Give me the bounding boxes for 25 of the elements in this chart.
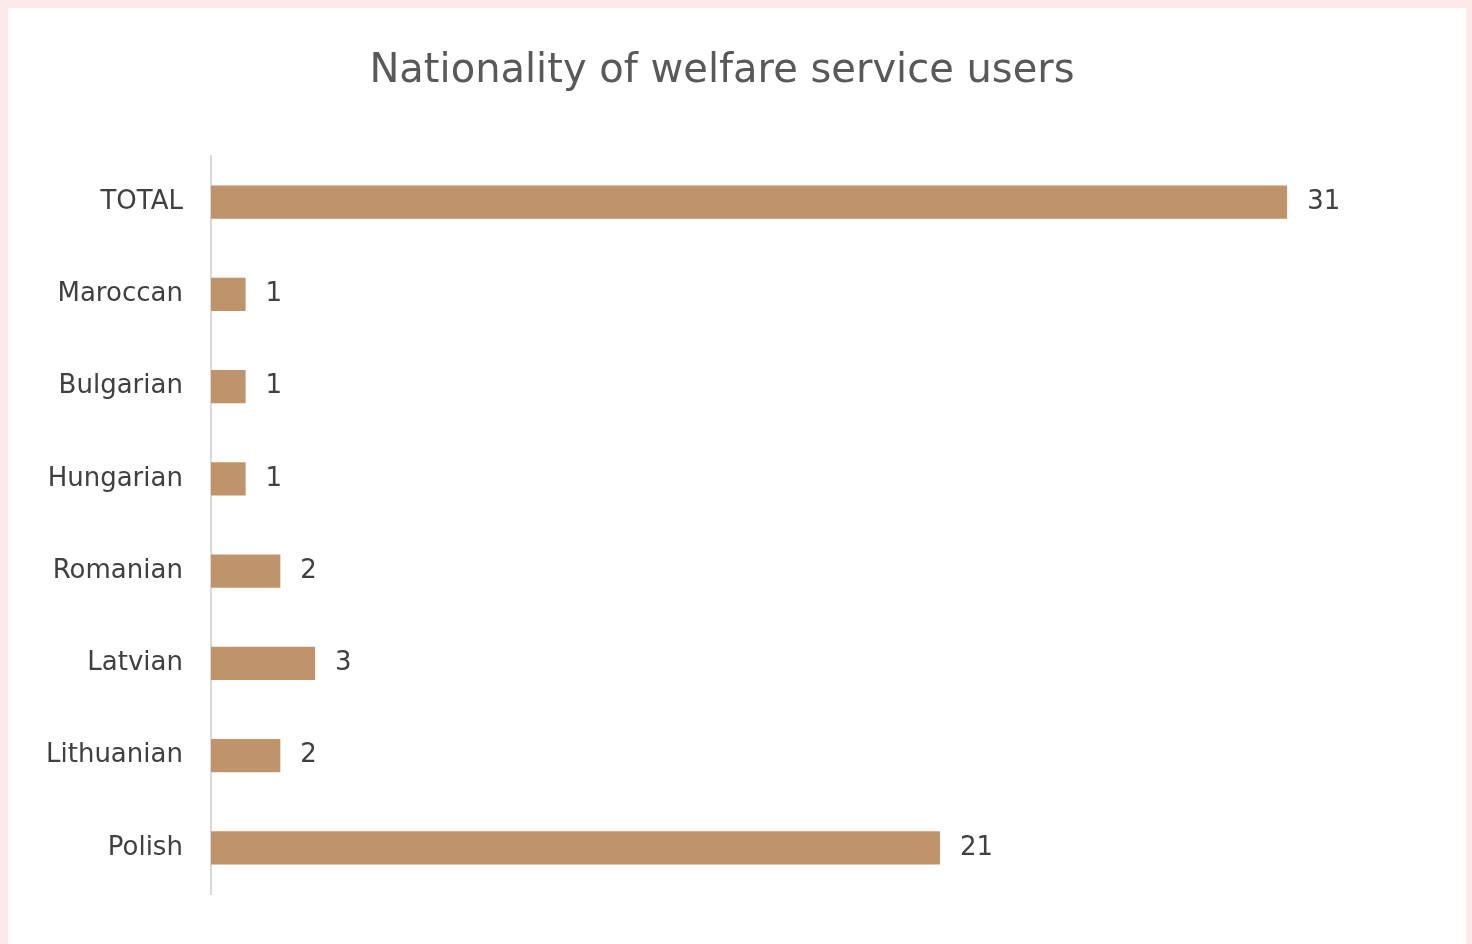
bar xyxy=(210,646,316,680)
bar xyxy=(210,185,1288,219)
y-tick-label: Polish xyxy=(107,830,183,861)
data-label: 1 xyxy=(265,461,283,492)
data-label: 21 xyxy=(959,830,994,861)
y-tick-label: Hungarian xyxy=(47,461,183,492)
bar xyxy=(210,739,281,773)
y-tick-label: Latvian xyxy=(87,646,183,677)
chart-title: Nationality of welfare service users xyxy=(369,45,1075,92)
data-label: 3 xyxy=(335,646,352,677)
y-tick-label: Romanian xyxy=(52,553,183,584)
y-tick-label: TOTAL xyxy=(99,184,184,215)
bar xyxy=(210,554,281,588)
bar xyxy=(210,831,940,865)
y-tick-label: Lithuanian xyxy=(46,738,183,769)
data-label: 1 xyxy=(265,369,283,400)
data-label: 2 xyxy=(300,553,317,584)
y-tick-label: Bulgarian xyxy=(58,369,183,400)
bar xyxy=(210,370,246,404)
bar xyxy=(210,277,246,311)
data-label: 1 xyxy=(265,277,283,308)
bar xyxy=(210,462,246,496)
y-tick-label: Maroccan xyxy=(57,277,183,308)
data-label: 2 xyxy=(300,738,317,769)
data-label: 31 xyxy=(1307,184,1341,215)
